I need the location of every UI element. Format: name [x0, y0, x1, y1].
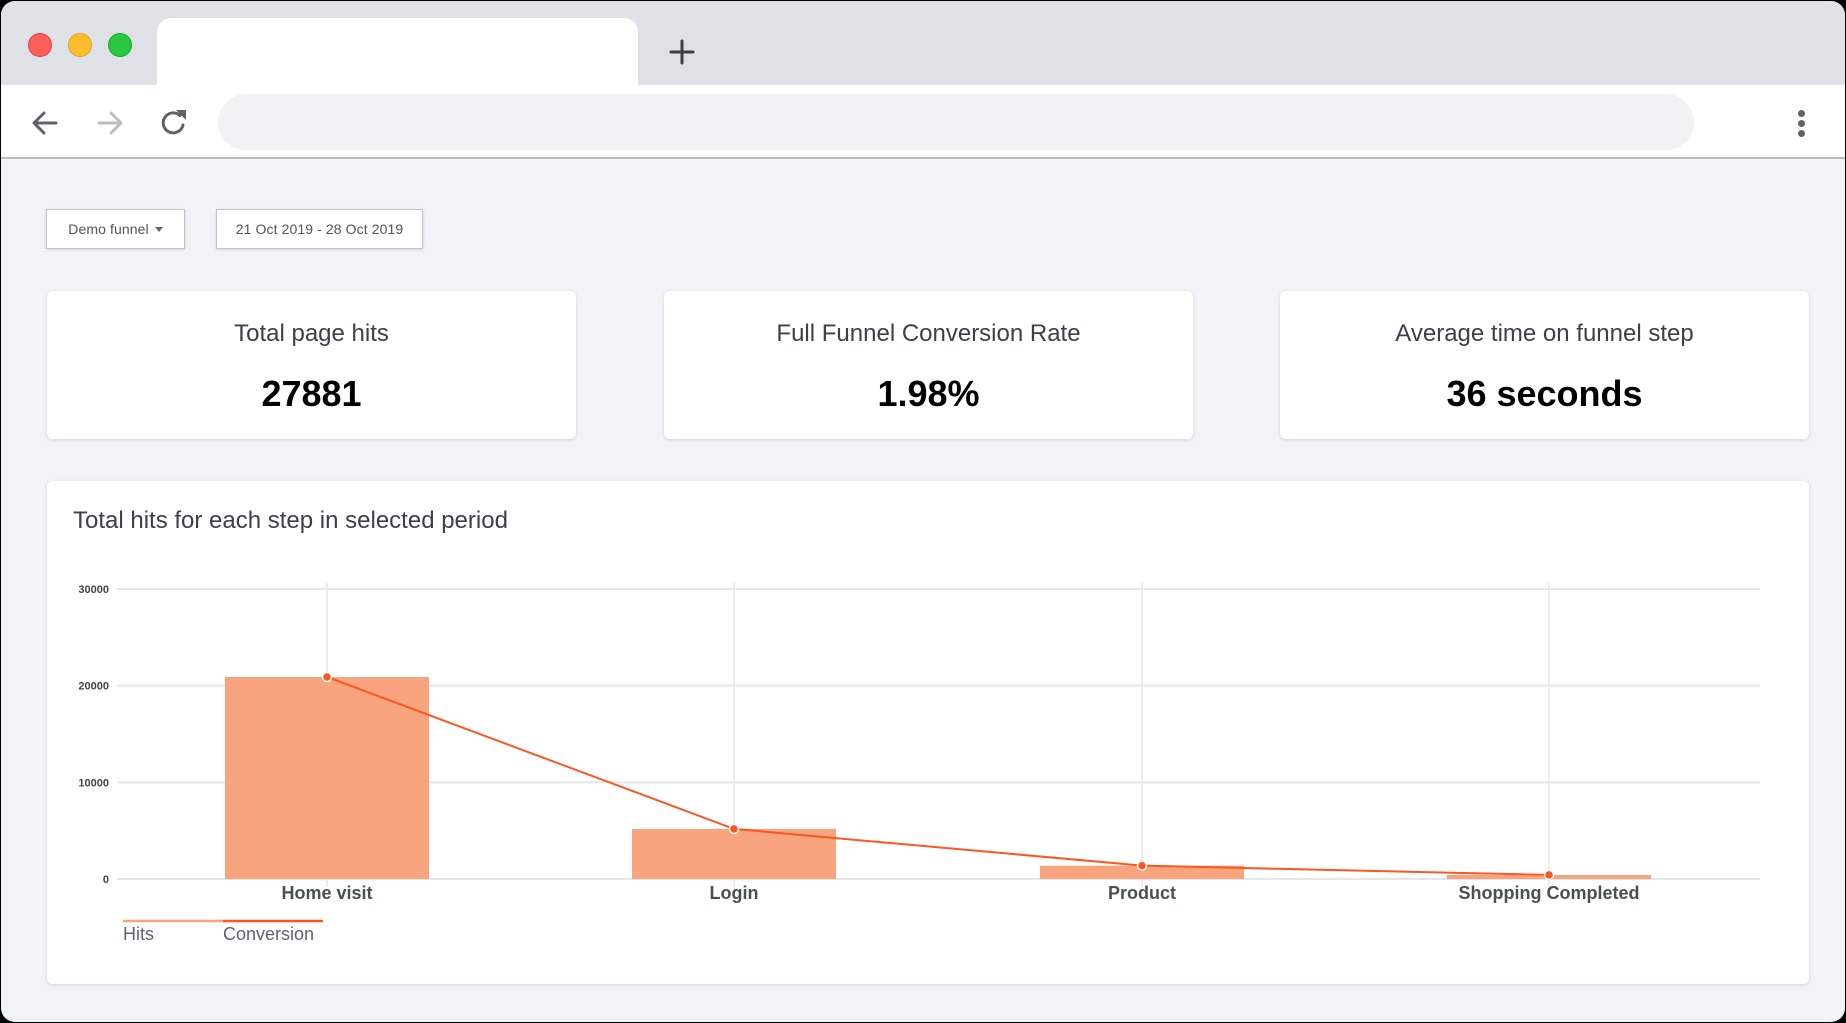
stat-label: Average time on funnel step [1395, 320, 1694, 347]
reload-icon [161, 110, 186, 135]
arrow-left-icon [32, 111, 58, 135]
forward-button[interactable] [94, 107, 126, 139]
dashboard-content: Demo funnel 21 Oct 2019 - 28 Oct 2019 To… [1, 159, 1845, 1022]
stat-card-avg-time: Average time on funnel step 36 seconds [1280, 291, 1809, 439]
x-tick-label: Shopping Completed [1459, 883, 1640, 903]
funnel-chart-card: Total hits for each step in selected per… [47, 481, 1809, 984]
x-tick-label: Login [710, 883, 759, 903]
stat-label: Total page hits [234, 320, 389, 347]
conversion-point [1136, 860, 1148, 871]
legend-item-hits[interactable]: Hits [123, 924, 154, 944]
chart-title: Total hits for each step in selected per… [73, 507, 508, 534]
kebab-menu-icon [1798, 110, 1805, 117]
conversion-point [728, 823, 740, 835]
stat-card-conversion-rate: Full Funnel Conversion Rate 1.98% [664, 291, 1193, 439]
bar-login [632, 828, 836, 879]
funnel-select-value: Demo funnel [68, 221, 149, 237]
conversion-point [321, 671, 333, 683]
conversion-point [1543, 869, 1555, 881]
x-tick-label: Product [1108, 883, 1176, 903]
new-tab-button[interactable] [667, 37, 697, 67]
kebab-menu-icon-dot [1798, 130, 1805, 137]
x-tick-label: Home visit [281, 883, 372, 903]
y-tick-label: 30000 [78, 584, 109, 596]
date-range-value: 21 Oct 2019 - 28 Oct 2019 [235, 221, 404, 237]
chevron-down-icon [154, 226, 163, 232]
kebab-menu-icon-dot [1798, 120, 1805, 127]
minimize-window-button[interactable] [68, 33, 92, 57]
y-tick-label: 20000 [78, 681, 109, 693]
reload-button[interactable] [158, 107, 190, 139]
date-range-picker[interactable]: 21 Oct 2019 - 28 Oct 2019 [216, 209, 423, 249]
funnel-chart: 0 10000 20000 30000 Home visit Login Product Sh… [78, 583, 1760, 944]
legend-item-conversion[interactable]: Conversion [223, 924, 314, 944]
bar-home-visit [225, 676, 429, 879]
bar-product [1040, 865, 1244, 879]
conversion-line [326, 676, 1550, 876]
funnel-select[interactable]: Demo funnel [46, 209, 185, 249]
stat-value: 1.98% [877, 373, 980, 414]
stat-value: 27881 [261, 373, 362, 414]
tab-strip [1, 1, 1845, 86]
browser-toolbar [1, 85, 1845, 159]
active-tab[interactable] [157, 18, 638, 86]
arrow-right-icon [97, 111, 123, 135]
y-tick-label: 10000 [78, 777, 109, 789]
browser-menu-button[interactable] [1789, 107, 1815, 137]
plus-icon [669, 39, 695, 65]
y-tick-label: 0 [103, 874, 109, 886]
stat-card-total-hits: Total page hits 27881 [47, 291, 576, 439]
stat-label: Full Funnel Conversion Rate [776, 320, 1081, 347]
close-window-button[interactable] [28, 33, 52, 57]
maximize-window-button[interactable] [108, 33, 132, 57]
back-button[interactable] [29, 107, 61, 139]
address-bar[interactable] [218, 94, 1694, 150]
stat-value: 36 seconds [1446, 373, 1643, 414]
